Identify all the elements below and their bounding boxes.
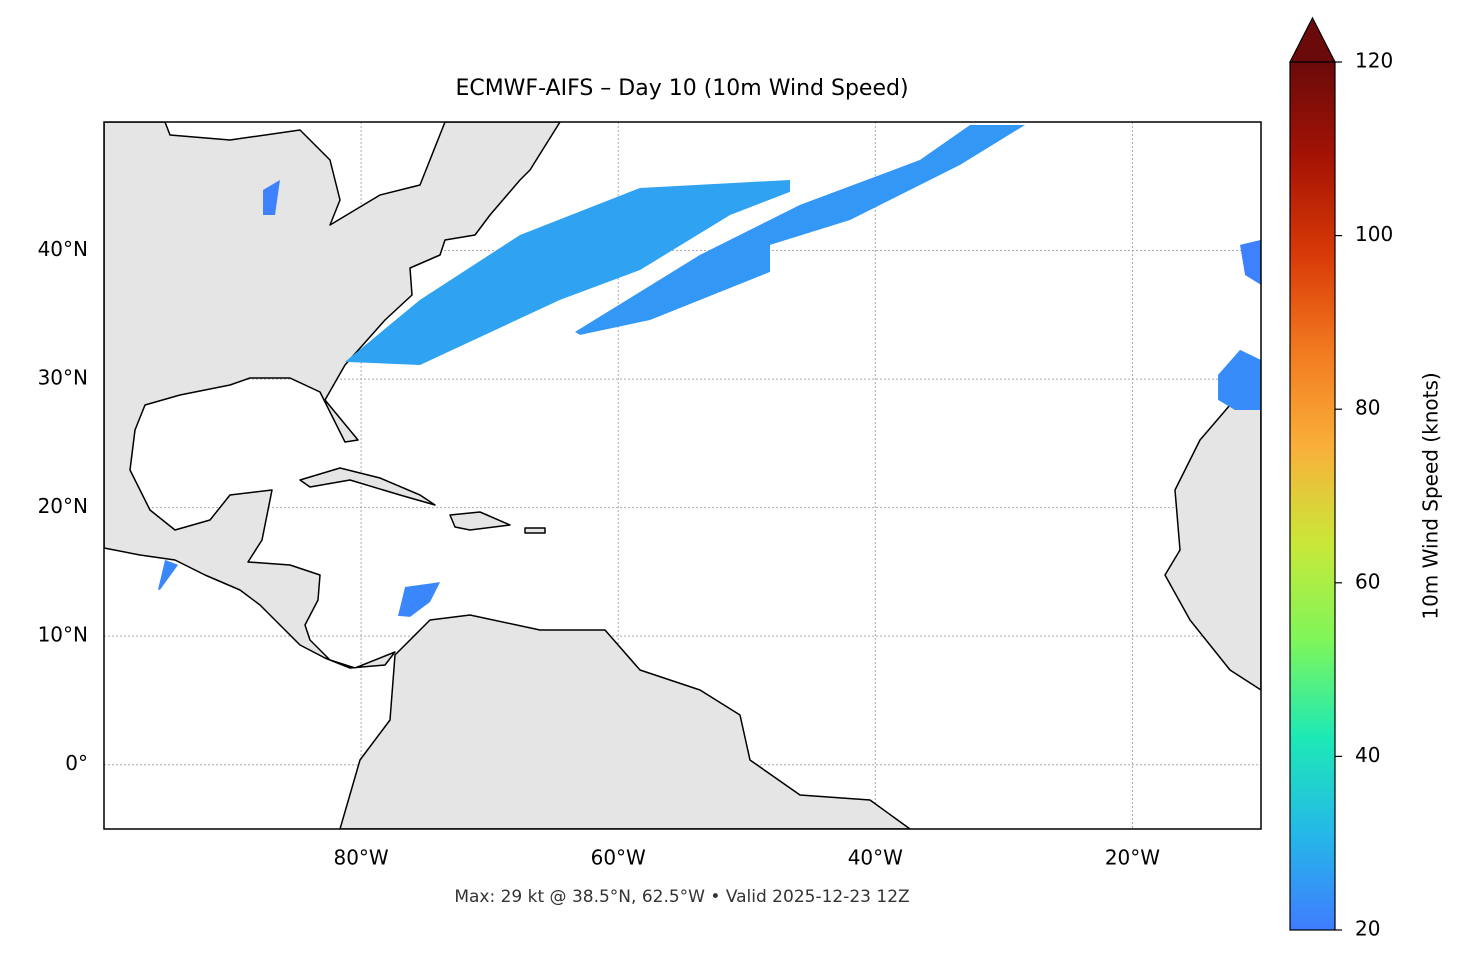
colorbar-extend [1289,16,1336,63]
wind-swath [157,559,179,590]
y-tick-label: 20°N [38,494,88,518]
puerto-rico [524,527,546,534]
map-frame [103,121,1262,830]
colorbar-tick-label: 40 [1355,743,1380,767]
colorbar-tick-label: 100 [1355,222,1393,246]
colorbar-label: 10m Wind Speed (knots) [1419,372,1443,619]
y-tick-label: 0° [65,751,88,775]
y-tick-label: 40°N [38,237,88,261]
axes: 80°W 60°W 40°W 20°W 0° 10°N 20°N 30°N 40°N [38,237,1161,869]
africa [1164,389,1261,691]
wind-swath [398,582,441,617]
x-tick-label: 60°W [591,846,646,870]
x-tick-label: 20°W [1105,846,1160,870]
wind-swath [1240,239,1261,285]
colorbar-tick-label: 80 [1355,396,1380,420]
wind-swath [345,179,790,365]
wind-swath [575,124,1026,335]
y-tick-label: 10°N [38,623,88,647]
north-america [104,122,561,669]
y-tick-label: 30°N [38,366,88,390]
map-area [104,122,1261,829]
map-title: ECMWF-AIFS – Day 10 (10m Wind Speed) [455,76,908,101]
wind-swath [1218,349,1261,410]
x-tick-label: 80°W [333,846,388,870]
footer: Max: 29 kt @ 38.5°N, 62.5°W • Valid 2025… [454,887,909,907]
x-tick-label: 40°W [848,846,903,870]
colorbar-tick-label: 60 [1355,569,1380,593]
colorbar-tick-label: 20 [1355,917,1380,941]
colorbar-tick-label: 120 [1355,49,1393,73]
colorbar: 20 40 60 80 100 120 10m Wind Speed (knots) [1289,16,1443,941]
hispaniola [449,511,511,531]
wind-swaths [157,124,1261,617]
wind-swath [263,179,280,215]
south-america [339,614,911,829]
cuba [299,467,436,506]
colorbar-gradient [1289,61,1336,931]
